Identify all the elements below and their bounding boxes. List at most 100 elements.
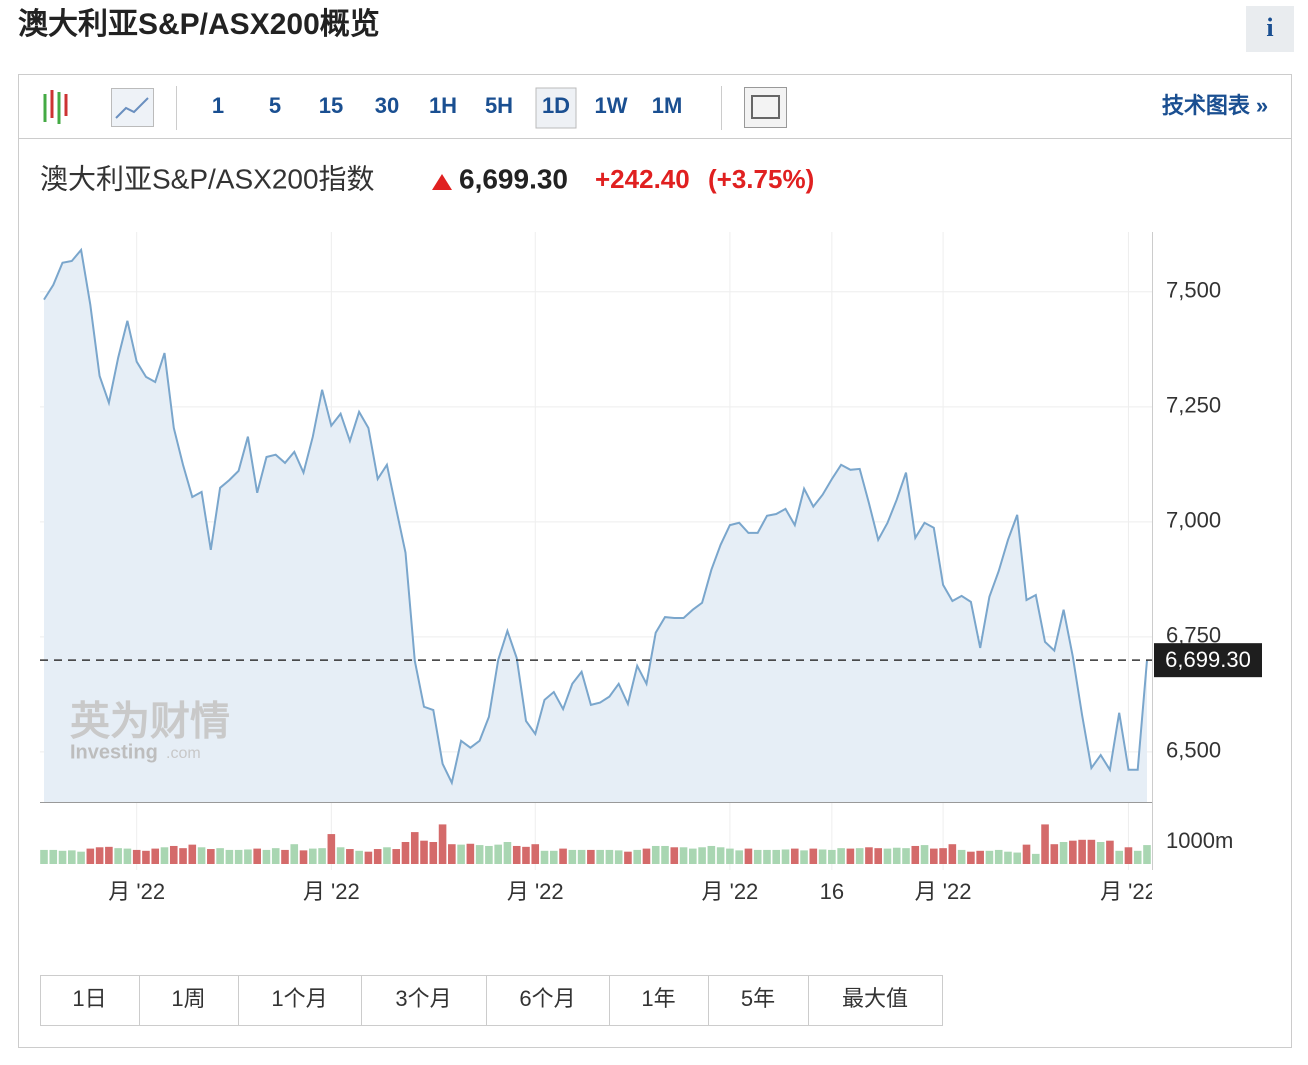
- volume-bar: [661, 845, 669, 864]
- technical-link[interactable]: 技术图表 »: [1162, 93, 1268, 118]
- range-button[interactable]: [139, 975, 239, 1026]
- volume-bar: [1124, 847, 1133, 864]
- volume-bar: [58, 850, 67, 864]
- last-price-label: 6,699.30: [1165, 647, 1251, 672]
- volume-bar: [930, 848, 938, 864]
- volume-bar: [614, 850, 623, 864]
- volume-bar: [892, 847, 901, 864]
- title: 澳大利亚S&P/ASX200概览: [18, 8, 380, 41]
- news-icon[interactable]: [744, 87, 787, 128]
- volume-bar: [531, 844, 540, 864]
- volume-bar: [1106, 840, 1114, 864]
- volume-bar: [549, 850, 558, 864]
- volume-bar: [577, 849, 586, 864]
- volume-bar: [188, 844, 197, 864]
- interval-button[interactable]: 1H: [429, 93, 457, 118]
- volume-bar: [299, 850, 308, 864]
- range-button-label[interactable]: 3个月: [395, 986, 451, 1011]
- volume-bar: [540, 850, 549, 864]
- interval-button[interactable]: 5: [269, 93, 281, 118]
- info-icon[interactable]: i: [1266, 13, 1273, 42]
- interval-button[interactable]: 1D: [542, 93, 570, 118]
- volume-bar: [77, 851, 85, 864]
- volume-bar: [123, 848, 132, 864]
- volume-bar: [160, 847, 169, 864]
- interval-active[interactable]: [535, 87, 577, 129]
- volume-bar: [1013, 852, 1022, 864]
- interval-button[interactable]: 30: [375, 93, 399, 118]
- volume-bar: [49, 849, 58, 864]
- volume-bar: [207, 849, 215, 864]
- volume-bar: [290, 844, 299, 864]
- plot: 月 '22 月 '22 月 '22 月 '22 16 月 '22 月 '22: [40, 232, 1152, 904]
- range-button-label[interactable]: 1周: [171, 986, 205, 1011]
- price-line: [43, 247, 1148, 786]
- volume-bar: [605, 849, 614, 864]
- volume-bar: [1031, 853, 1040, 864]
- volume-bar: [1022, 844, 1031, 864]
- interval-button[interactable]: 1W: [595, 93, 628, 118]
- interval-button[interactable]: 5H: [485, 93, 513, 118]
- interval-button[interactable]: 1M: [652, 93, 683, 118]
- volume-bar: [828, 849, 836, 864]
- last-price-box: [1154, 643, 1262, 678]
- volume-bar: [244, 849, 252, 864]
- volume-bar: [522, 846, 530, 864]
- range-button-label[interactable]: 1个月: [271, 986, 327, 1011]
- range-button-label[interactable]: 最大值: [842, 986, 908, 1011]
- y-tick-label: 7,000: [1166, 508, 1221, 533]
- volume-bar: [392, 849, 401, 864]
- range-button-label[interactable]: 5年: [741, 986, 775, 1011]
- volume-bar: [420, 840, 428, 864]
- volume-bar: [735, 850, 743, 864]
- up-arrow: [432, 174, 452, 190]
- volume-bar: [1050, 844, 1059, 864]
- candle-icon[interactable]: [43, 90, 68, 124]
- volume-bar: [772, 849, 781, 864]
- volume-bar: [596, 849, 604, 864]
- volume-bar: [410, 832, 419, 864]
- volume-bar: [837, 848, 845, 864]
- volume-bar: [114, 848, 122, 864]
- volume-bar: [485, 845, 493, 864]
- volume-bar: [448, 844, 456, 864]
- volume-bar: [1078, 839, 1086, 864]
- watermark-suffix: .com: [166, 745, 201, 762]
- range-button[interactable]: [609, 975, 709, 1026]
- y-tick-label: 6,500: [1166, 738, 1221, 763]
- volume-bar: [281, 849, 289, 864]
- range-button-label[interactable]: 6个月: [519, 986, 575, 1011]
- interval-button[interactable]: 1: [212, 93, 224, 118]
- volume-bar: [809, 848, 818, 864]
- volume-bar: [68, 850, 76, 864]
- volume-bar: [466, 843, 475, 864]
- volume-bar: [503, 842, 512, 864]
- volume-bar: [105, 846, 113, 864]
- volume-bar: [1133, 850, 1142, 864]
- range-button[interactable]: [238, 975, 362, 1026]
- range-button-label[interactable]: 1日: [72, 986, 106, 1011]
- info-button[interactable]: [1246, 6, 1294, 52]
- quote-change: +242.40: [595, 164, 690, 194]
- x-tick-label: 月 '22: [915, 879, 972, 904]
- range-button[interactable]: [361, 975, 487, 1026]
- volume-bar: [976, 850, 984, 864]
- y-tick-label: 7,250: [1166, 393, 1221, 418]
- volume-bar: [670, 847, 679, 864]
- quote-change-pct: (+3.75%): [708, 164, 814, 194]
- volume-bar: [355, 850, 363, 864]
- range-button[interactable]: [808, 975, 943, 1026]
- quote-name: 澳大利亚S&P/ASX200指数: [40, 163, 375, 194]
- range-button-label[interactable]: 1年: [641, 986, 675, 1011]
- news-icon-glyph: [751, 95, 780, 119]
- volume-bar: [1004, 851, 1012, 864]
- line-icon[interactable]: [111, 88, 154, 127]
- volume-bar: [967, 851, 975, 864]
- volume-bar: [225, 849, 234, 864]
- interval-button[interactable]: 15: [319, 93, 343, 118]
- volume-bar: [957, 849, 966, 864]
- volume-bar: [948, 844, 957, 864]
- volume-bar: [346, 849, 354, 864]
- volume-bar: [726, 848, 734, 864]
- volume-tick-label: 1000m: [1166, 828, 1233, 853]
